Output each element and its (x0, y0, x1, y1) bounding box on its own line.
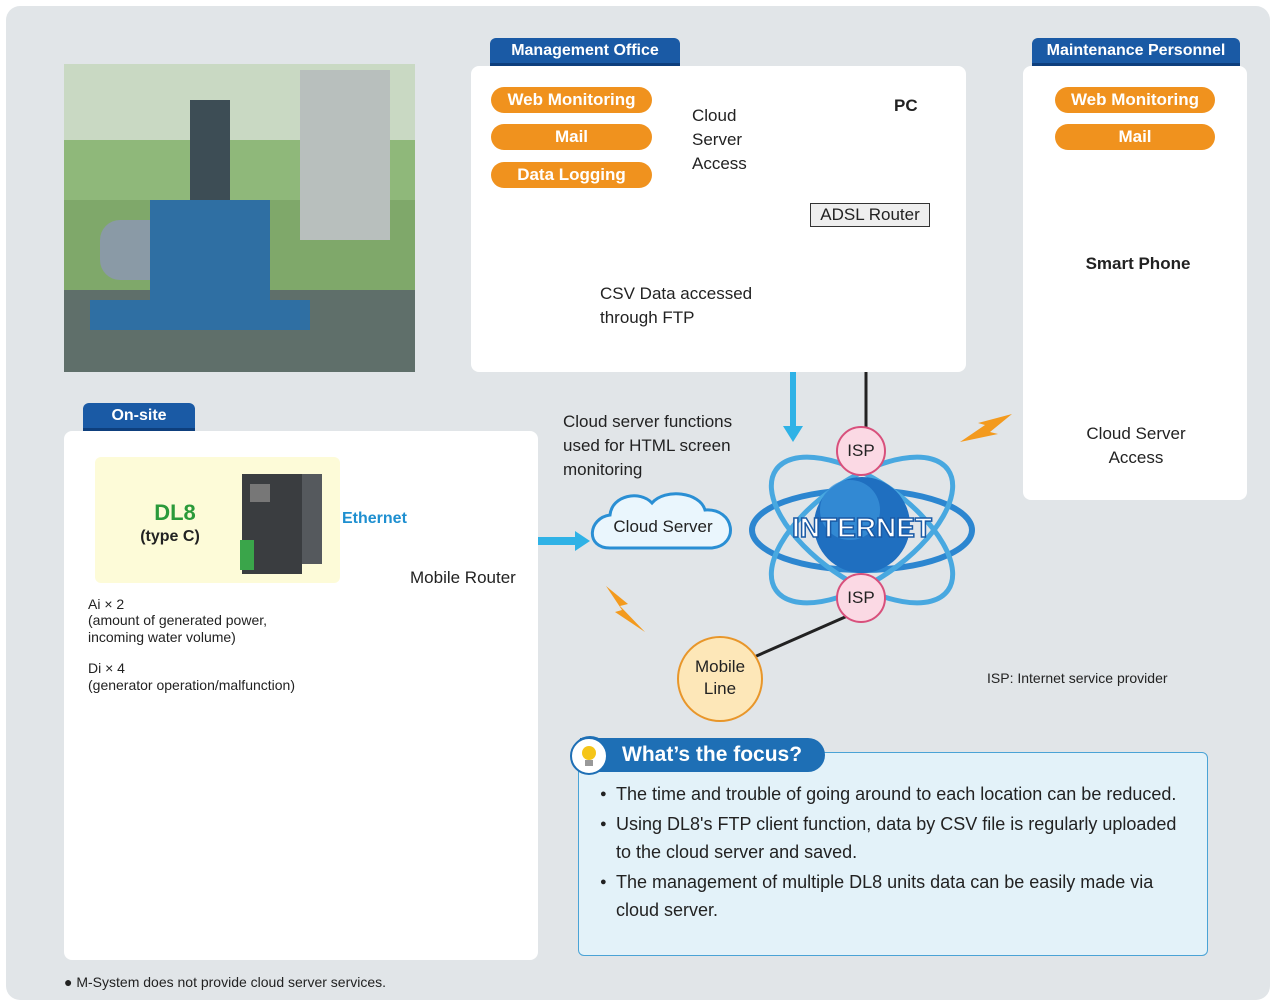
focus-item: The time and trouble of going around to … (596, 780, 1186, 808)
di-description: (generator operation/malfunction) (88, 677, 295, 694)
focus-list: The time and trouble of going around to … (596, 780, 1186, 926)
pump-photo (64, 64, 415, 372)
footnote-text: M-System does not provide cloud server s… (76, 974, 386, 990)
diagram: Management Office Web Monitoring Mail Da… (0, 0, 1274, 1005)
panel-title: Maintenance Personnel (1032, 38, 1240, 66)
pc-label: PC (894, 96, 918, 116)
router-label: Mobile Router (410, 566, 516, 590)
focus-item: Using DL8's FTP client function, data by… (596, 810, 1186, 866)
isp-note: ISP: Internet service provider (987, 670, 1168, 686)
feature-badge: Web Monitoring (1055, 87, 1215, 113)
device-type: (type C) (105, 528, 235, 546)
focus-item: The management of multiple DL8 units dat… (596, 868, 1186, 924)
internet-label: INTERNET (762, 512, 962, 544)
panel-title: Management Office (490, 38, 680, 66)
dl8-device (240, 470, 325, 575)
mobile-line-label: Mobile Line (680, 656, 760, 700)
ai-description: (amount of generated power, incoming wat… (88, 612, 303, 646)
ai-label: Ai × 2 (88, 596, 124, 612)
panel-title: On-site (83, 403, 195, 431)
cloud-note: Cloud server functions used for HTML scr… (563, 410, 758, 482)
csv-icon-label: CSV (528, 302, 564, 313)
ethernet-label: Ethernet (342, 510, 407, 528)
di-label: Di × 4 (88, 660, 125, 676)
focus-title: What’s the focus? (580, 738, 825, 772)
device-label: Smart Phone (1040, 254, 1236, 274)
isp-label: ISP (837, 439, 885, 463)
access-label: Cloud Server Access (692, 104, 756, 176)
device-name: DL8 (110, 500, 240, 526)
feature-badge: Web Monitoring (491, 87, 652, 113)
csv-label: CSV Data accessed through FTP (600, 282, 780, 330)
feature-badge: Data Logging (491, 162, 652, 188)
access-label: Cloud Server Access (1066, 422, 1206, 470)
cloud-label: Cloud Server (603, 515, 723, 539)
feature-badge: Mail (491, 124, 652, 150)
isp-label: ISP (837, 586, 885, 610)
adsl-router: ADSL Router (810, 203, 930, 227)
footnote: ● M-System does not provide cloud server… (64, 974, 386, 990)
feature-badge: Mail (1055, 124, 1215, 150)
bulb-icon (568, 735, 610, 777)
